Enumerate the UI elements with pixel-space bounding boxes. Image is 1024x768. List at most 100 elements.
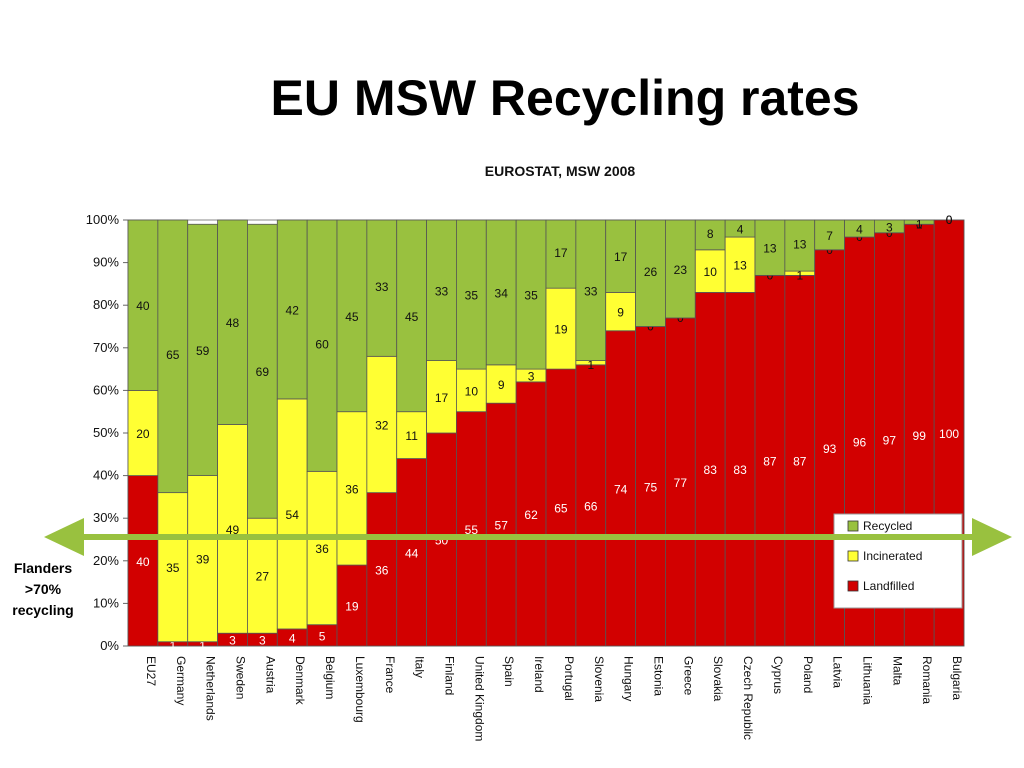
category-label: Austria: [263, 656, 277, 694]
bar-segment-incinerated: [217, 424, 248, 634]
bar-segment-recycled: [605, 219, 636, 293]
bar-segment-recycled: [485, 219, 517, 366]
category-label: United Kingdom: [472, 656, 486, 741]
data-label-landfilled: 1: [169, 639, 176, 653]
data-label-recycled: 69: [256, 365, 270, 379]
data-label-landfilled: 83: [733, 463, 747, 477]
data-label-landfilled: 1: [199, 639, 206, 653]
data-label-incinerated: 11: [405, 429, 418, 443]
data-label-recycled: 17: [554, 246, 568, 260]
data-label-landfilled: 96: [853, 436, 867, 450]
category-label: Czech Republic: [741, 656, 755, 740]
legend-swatch: [847, 580, 859, 592]
data-label-recycled: 48: [226, 316, 240, 330]
bar-segment-incinerated: [366, 355, 398, 494]
flanders-note-line: recycling: [12, 602, 74, 618]
bar-segment-recycled: [635, 219, 666, 327]
bar-segment-incinerated: [724, 236, 756, 293]
legend-label: Landfilled: [863, 579, 914, 593]
data-label-landfilled: 87: [793, 455, 807, 469]
bar-segment-recycled: [217, 219, 248, 425]
data-label-recycled: 45: [405, 310, 419, 324]
flanders-note: Flanders >70% recycling: [0, 558, 86, 621]
flanders-note-line: Flanders: [13, 560, 73, 576]
legend-label: Recycled: [863, 519, 912, 533]
data-label-recycled: 8: [707, 227, 714, 241]
category-label: Netherlands: [204, 656, 218, 721]
bar-segment-recycled: [456, 219, 487, 370]
data-label-recycled: 42: [286, 303, 300, 317]
data-label-incinerated: 9: [498, 378, 505, 392]
bar-segment-recycled: [426, 219, 457, 361]
data-label-incinerated: 36: [315, 542, 329, 556]
arrow-right-icon: [972, 518, 1012, 556]
data-label-incinerated: 19: [554, 323, 568, 337]
data-label-recycled: 1: [916, 217, 923, 231]
data-label-recycled: 33: [584, 284, 598, 298]
data-label-incinerated: 36: [345, 482, 359, 496]
category-label: Sweden: [234, 656, 248, 699]
data-label-landfilled: 83: [704, 463, 718, 477]
data-label-landfilled: 5: [319, 629, 326, 643]
data-label-landfilled: 44: [405, 546, 419, 560]
bar-segment-recycled: [396, 219, 427, 413]
data-label-recycled: 35: [465, 289, 479, 303]
bar-segment-incinerated: [187, 475, 218, 643]
flanders-note-line: >70%: [24, 581, 62, 597]
data-label-incinerated: 10: [704, 265, 718, 279]
bar-segment-recycled: [336, 219, 368, 413]
page-title: EU MSW Recycling rates: [270, 70, 860, 126]
data-label-recycled: 33: [435, 284, 449, 298]
data-label-landfilled: 3: [259, 634, 266, 648]
bar-segment-landfilled: [635, 326, 666, 647]
bar-segment-recycled: [515, 219, 547, 370]
bar-segment-recycled: [306, 219, 338, 472]
data-label-incinerated: 54: [286, 508, 300, 522]
data-label-landfilled: 3: [229, 634, 236, 648]
category-label: Ireland: [532, 656, 546, 693]
category-label: Malta: [890, 656, 904, 686]
data-label-recycled: 17: [614, 250, 628, 264]
bar-segment-recycled: [694, 219, 726, 251]
data-label-recycled: 13: [763, 242, 777, 256]
category-label: Cyprus: [771, 656, 785, 694]
bar-segment-recycled: [187, 223, 218, 476]
category-label: Portugal: [562, 656, 576, 701]
data-label-incinerated: 49: [226, 523, 240, 537]
category-label: Belgium: [323, 656, 337, 699]
bar-segment-landfilled: [575, 364, 607, 647]
bar-segment-incinerated: [694, 249, 726, 293]
bar-segment-recycled: [157, 219, 189, 494]
category-label: Lithuania: [861, 656, 875, 705]
data-label-recycled: 34: [495, 286, 509, 300]
bar-segment-landfilled: [515, 381, 547, 647]
data-label-recycled: 33: [375, 280, 389, 294]
data-label-incinerated: 3: [528, 369, 535, 383]
bar-segment-recycled: [814, 219, 845, 251]
data-label-incinerated: 1: [587, 358, 594, 372]
data-label-recycled: 23: [674, 263, 688, 277]
category-label: Greece: [681, 656, 695, 696]
y-tick-label: 90%: [93, 255, 119, 270]
chart-title: EUROSTAT, MSW 2008: [484, 163, 636, 179]
data-label-incinerated: 0: [946, 213, 953, 227]
data-label-recycled: 3: [886, 220, 893, 234]
bar-segment-landfilled: [456, 411, 487, 647]
bar-segment-landfilled: [784, 274, 816, 647]
category-label: Spain: [502, 656, 516, 687]
category-label: Poland: [801, 656, 815, 693]
y-tick-label: 60%: [93, 382, 119, 397]
bar-segment-incinerated: [157, 492, 189, 643]
bar-segment-landfilled: [754, 274, 786, 647]
bar-segment-recycled: [276, 219, 308, 400]
bar-segment-recycled: [366, 219, 398, 357]
bar-segment-recycled: [545, 219, 577, 289]
category-label: Latvia: [831, 656, 845, 688]
bar-segment-incinerated: [127, 389, 159, 476]
data-label-incinerated: 20: [136, 427, 150, 441]
data-label-landfilled: 65: [554, 502, 568, 516]
legend-swatch: [847, 550, 859, 562]
y-tick-label: 10%: [93, 595, 119, 610]
data-label-incinerated: 13: [733, 259, 747, 273]
